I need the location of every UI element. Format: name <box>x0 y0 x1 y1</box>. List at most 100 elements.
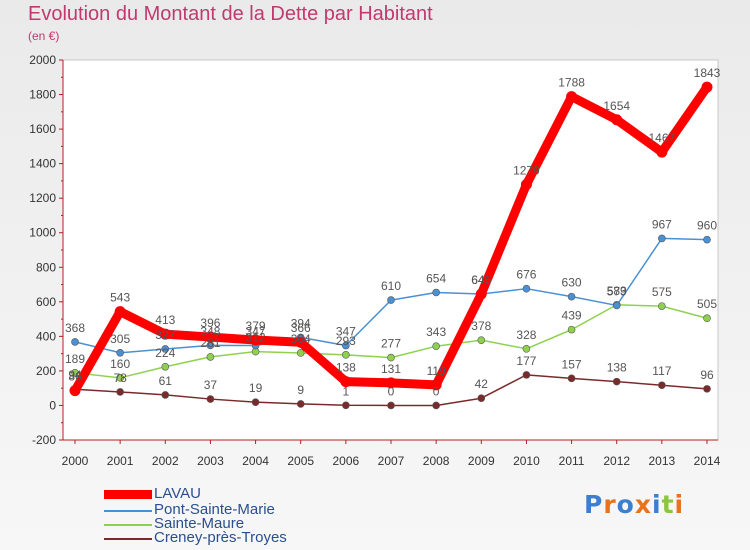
data-point <box>250 334 262 346</box>
data-point <box>161 362 170 371</box>
data-point <box>206 395 215 403</box>
data-label: 654 <box>426 271 446 285</box>
data-label: 304 <box>291 332 311 346</box>
data-point <box>206 353 215 361</box>
legend-label: Creney-près-Troyes <box>154 529 287 546</box>
proxiti-logo: Proxiti <box>584 490 684 519</box>
data-label: 293 <box>336 334 356 348</box>
data-label: 378 <box>471 319 491 333</box>
data-point <box>703 235 711 244</box>
data-label: 1 <box>343 384 350 398</box>
data-label: 610 <box>381 279 401 293</box>
data-label: 0 <box>388 384 395 398</box>
data-point <box>116 348 124 357</box>
data-point <box>477 394 486 403</box>
data-point <box>71 369 79 377</box>
x-tick-label: 2010 <box>513 454 540 468</box>
data-point <box>701 81 713 93</box>
data-point <box>161 391 170 399</box>
data-label: 960 <box>697 219 717 233</box>
x-tick-label: 2009 <box>468 454 495 468</box>
data-point <box>342 401 350 410</box>
logo-letter: i <box>652 490 662 519</box>
x-tick-label: 2005 <box>287 454 314 468</box>
y-tick-label: 600 <box>36 295 56 309</box>
data-label: 1654 <box>603 99 630 113</box>
data-point <box>611 114 623 126</box>
data-point <box>161 345 170 353</box>
data-label: 305 <box>110 332 130 346</box>
data-point <box>567 325 576 334</box>
data-point <box>520 179 532 191</box>
data-label: 348 <box>200 324 220 338</box>
x-tick-label: 2000 <box>62 454 89 468</box>
x-tick-label: 2006 <box>333 454 360 468</box>
data-label: 328 <box>516 328 536 342</box>
y-tick-label: 800 <box>36 260 56 274</box>
data-label: 1467 <box>649 131 676 145</box>
data-labels: 94 78 61 37 19 9 1 0 0 42 177 157 138 117 96 189 160 224 2… <box>65 66 721 398</box>
chart-title: Evolution du Montant de la Dette par Hab… <box>28 3 433 25</box>
x-tick-label: 2014 <box>694 454 721 468</box>
data-label: 1279 <box>513 164 540 178</box>
legend-swatch <box>104 510 152 512</box>
data-point <box>567 292 576 301</box>
data-label: 343 <box>426 325 446 339</box>
data-label: 347 <box>336 325 356 339</box>
data-label: 583 <box>607 284 627 298</box>
data-point <box>567 374 576 383</box>
data-label: 277 <box>381 337 401 351</box>
data-point <box>658 302 666 310</box>
data-point <box>296 349 305 357</box>
data-label: 19 <box>249 381 263 395</box>
data-point <box>296 400 305 408</box>
x-tick-label: 2008 <box>423 454 450 468</box>
data-label: 9 <box>297 383 304 397</box>
data-point <box>612 301 621 310</box>
y-tick-label: 1000 <box>29 226 56 240</box>
data-label: 119 <box>427 364 446 378</box>
data-label: 327 <box>155 328 175 342</box>
data-label: 379 <box>246 319 266 333</box>
data-label: 131 <box>381 362 401 376</box>
data-point <box>430 379 442 391</box>
data-label: 579 <box>607 284 627 298</box>
series-lines <box>69 81 713 410</box>
data-point <box>251 398 260 406</box>
data-point <box>295 336 307 348</box>
x-tick-label: 2003 <box>197 454 224 468</box>
x-tick-label: 2001 <box>107 454 134 468</box>
data-label: 630 <box>562 276 582 290</box>
data-point <box>658 234 666 243</box>
data-label: 394 <box>291 316 311 330</box>
data-label: 676 <box>516 268 536 282</box>
y-tick-label: 1400 <box>29 157 56 171</box>
data-label: 42 <box>475 377 489 391</box>
x-tick-label: 2012 <box>603 454 630 468</box>
data-label: 86 <box>68 370 82 384</box>
chart-unit-label: (en €) <box>28 29 60 43</box>
data-point <box>432 288 440 297</box>
data-point <box>522 371 531 379</box>
data-label: 138 <box>336 361 356 375</box>
y-tick-label: 2000 <box>29 53 56 67</box>
data-label: 0 <box>433 384 440 398</box>
data-label: 281 <box>200 336 220 350</box>
data-point <box>342 341 350 350</box>
data-label: 157 <box>562 357 582 371</box>
data-point <box>703 314 711 323</box>
y-tick-label: -200 <box>32 433 56 447</box>
data-point <box>116 374 124 382</box>
data-label: 1843 <box>694 66 721 80</box>
data-point <box>658 381 666 390</box>
data-label: 78 <box>113 371 127 385</box>
x-tick-label: 2013 <box>649 454 676 468</box>
data-point <box>385 377 397 389</box>
data-point <box>71 338 79 346</box>
legend-label: Sainte-Maure <box>154 515 245 532</box>
data-label: 543 <box>110 291 130 305</box>
data-label: 138 <box>607 361 627 375</box>
data-label: 396 <box>200 316 220 330</box>
data-point <box>477 336 486 344</box>
